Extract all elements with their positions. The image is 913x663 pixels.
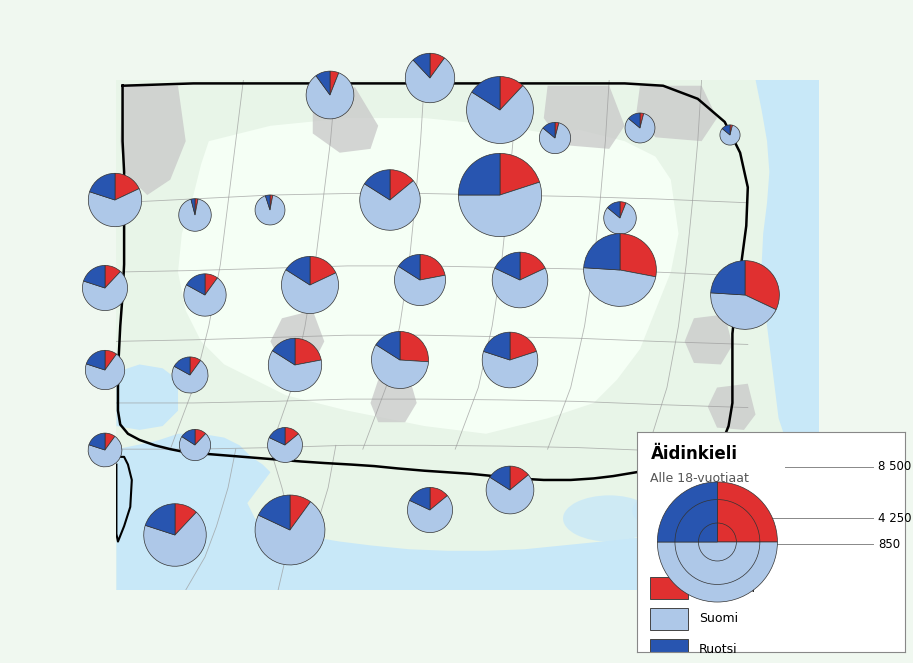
FancyBboxPatch shape: [650, 577, 687, 599]
Polygon shape: [636, 86, 717, 141]
Text: Ruotsi: Ruotsi: [698, 643, 738, 656]
Text: 4 250: 4 250: [878, 512, 912, 524]
Polygon shape: [178, 118, 678, 434]
FancyBboxPatch shape: [650, 638, 687, 661]
Ellipse shape: [563, 495, 656, 542]
Polygon shape: [544, 86, 624, 149]
Text: 850: 850: [878, 538, 900, 551]
Ellipse shape: [633, 491, 709, 530]
Polygon shape: [313, 88, 378, 152]
Text: 8 500: 8 500: [878, 461, 911, 473]
Text: Muu kieli: Muu kieli: [698, 581, 755, 595]
Polygon shape: [685, 314, 732, 365]
Ellipse shape: [675, 532, 713, 551]
FancyBboxPatch shape: [650, 608, 687, 630]
Ellipse shape: [671, 484, 732, 514]
Polygon shape: [708, 384, 755, 430]
Text: Alle 18-vuotiaat: Alle 18-vuotiaat: [650, 471, 750, 485]
Polygon shape: [270, 310, 324, 365]
Polygon shape: [117, 434, 819, 590]
Ellipse shape: [617, 538, 663, 561]
Polygon shape: [748, 80, 819, 465]
Text: Suomi: Suomi: [698, 613, 738, 625]
Polygon shape: [121, 86, 185, 195]
Text: Äidinkieli: Äidinkieli: [650, 445, 738, 463]
Polygon shape: [371, 376, 416, 422]
Polygon shape: [117, 365, 178, 430]
